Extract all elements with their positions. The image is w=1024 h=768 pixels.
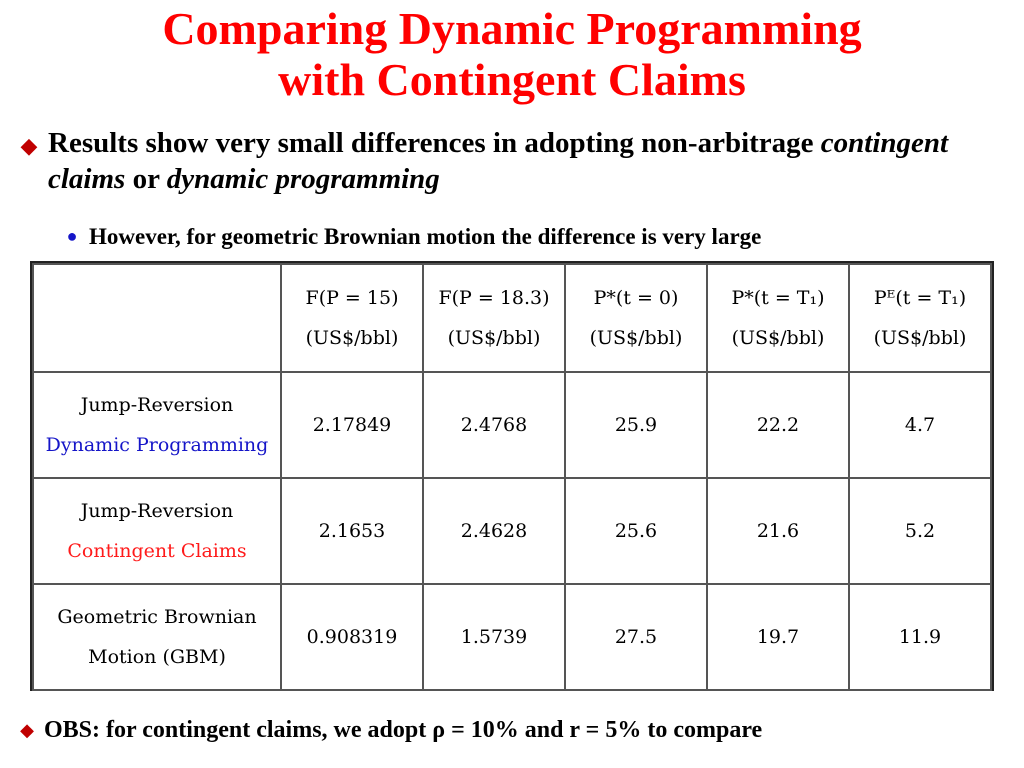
sub-bullet-text: However, for geometric Brownian motion t…	[89, 224, 762, 249]
value-cell: 2.1653	[280, 477, 424, 585]
slide-title: Comparing Dynamic Programming with Conti…	[0, 0, 1024, 105]
value-cell: 4.7	[848, 371, 992, 479]
dot-bullet-icon: ●	[66, 226, 78, 246]
sub-bullet-gbm: ● However, for geometric Brownian motion…	[55, 222, 1015, 252]
bullet-obs: ◆ OBS: for contingent claims, we adopt ρ…	[10, 714, 1010, 746]
bullet-results: ◆ Results show very small differences in…	[10, 125, 1010, 197]
table-corner-cell	[32, 263, 282, 373]
value-cell: 22.2	[706, 371, 850, 479]
table-row: Geometric Brownian Motion (GBM) 0.908319 …	[32, 583, 992, 691]
value-cell: 25.6	[564, 477, 708, 585]
value-cell: 0.908319	[280, 583, 424, 691]
header-cell: P*(t = T₁) (US$/bbl)	[706, 263, 850, 373]
value-cell: 2.17849	[280, 371, 424, 479]
header-cell: P*(t = 0) (US$/bbl)	[564, 263, 708, 373]
value-cell: 21.6	[706, 477, 850, 585]
diamond-bullet-icon: ◆	[20, 720, 34, 740]
dynamic-programming-term: dynamic programming	[166, 163, 440, 195]
value-cell: 2.4768	[422, 371, 566, 479]
bullet-results-text: Results show very small differences in a…	[48, 127, 949, 195]
title-line-2: with Contingent Claims	[278, 54, 746, 105]
value-cell: 5.2	[848, 477, 992, 585]
diamond-bullet-icon: ◆	[20, 133, 38, 158]
row-label-cell: Geometric Brownian Motion (GBM)	[32, 583, 282, 691]
row-label-cell: Jump-Reversion Contingent Claims	[32, 477, 282, 585]
results-table: F(P = 15) (US$/bbl) F(P = 18.3) (US$/bbl) …	[30, 261, 994, 691]
table-row: Jump-Reversion Contingent Claims 2.1653 2…	[32, 477, 992, 585]
contingent-claims-term: contingent claims	[48, 127, 949, 195]
table-header-row: F(P = 15) (US$/bbl) F(P = 18.3) (US$/bbl) …	[32, 263, 992, 373]
contingent-claims-label: Contingent Claims	[67, 540, 247, 562]
value-cell: 19.7	[706, 583, 850, 691]
header-cell: F(P = 18.3) (US$/bbl)	[422, 263, 566, 373]
rho-symbol: ρ	[432, 717, 446, 743]
value-cell: 2.4628	[422, 477, 566, 585]
value-cell: 1.5739	[422, 583, 566, 691]
bullet-obs-text: OBS: for contingent claims, we adopt ρ =…	[44, 717, 763, 743]
value-cell: 27.5	[564, 583, 708, 691]
header-cell: F(P = 15) (US$/bbl)	[280, 263, 424, 373]
title-line-1: Comparing Dynamic Programming	[162, 3, 862, 54]
row-label-cell: Jump-Reversion Dynamic Programming	[32, 371, 282, 479]
dynamic-programming-label: Dynamic Programming	[45, 434, 269, 456]
header-cell: Pᴱ(t = T₁) (US$/bbl)	[848, 263, 992, 373]
value-cell: 11.9	[848, 583, 992, 691]
table-row: Jump-Reversion Dynamic Programming 2.1784…	[32, 371, 992, 479]
value-cell: 25.9	[564, 371, 708, 479]
